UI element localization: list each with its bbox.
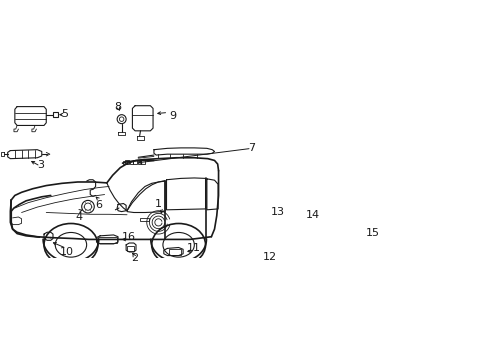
Text: 15: 15 [365, 228, 379, 238]
Text: 16: 16 [122, 232, 136, 242]
Bar [129, 161, 133, 164]
Text: 6: 6 [96, 200, 102, 210]
Text: 11: 11 [186, 243, 200, 253]
Bar [53, 112, 58, 117]
Bar [98, 237, 117, 243]
Bar [141, 161, 145, 164]
Bar [127, 246, 134, 251]
Text: 3: 3 [37, 160, 44, 170]
Text: 13: 13 [271, 207, 285, 217]
Bar [124, 161, 129, 164]
Text: 9: 9 [169, 111, 177, 121]
Text: 10: 10 [60, 247, 73, 257]
Text: 12: 12 [262, 252, 276, 262]
Text: 2: 2 [130, 253, 138, 263]
Bar [123, 161, 126, 164]
Bar [133, 161, 137, 164]
Text: 5: 5 [61, 109, 67, 119]
Text: 1: 1 [155, 198, 162, 208]
Bar [140, 218, 149, 221]
Text: 14: 14 [305, 210, 320, 220]
Bar [245, 246, 264, 252]
Bar [138, 161, 141, 164]
Bar [168, 249, 181, 255]
Text: 4: 4 [75, 212, 82, 222]
Text: 8: 8 [114, 102, 122, 112]
Text: 7: 7 [248, 143, 255, 153]
